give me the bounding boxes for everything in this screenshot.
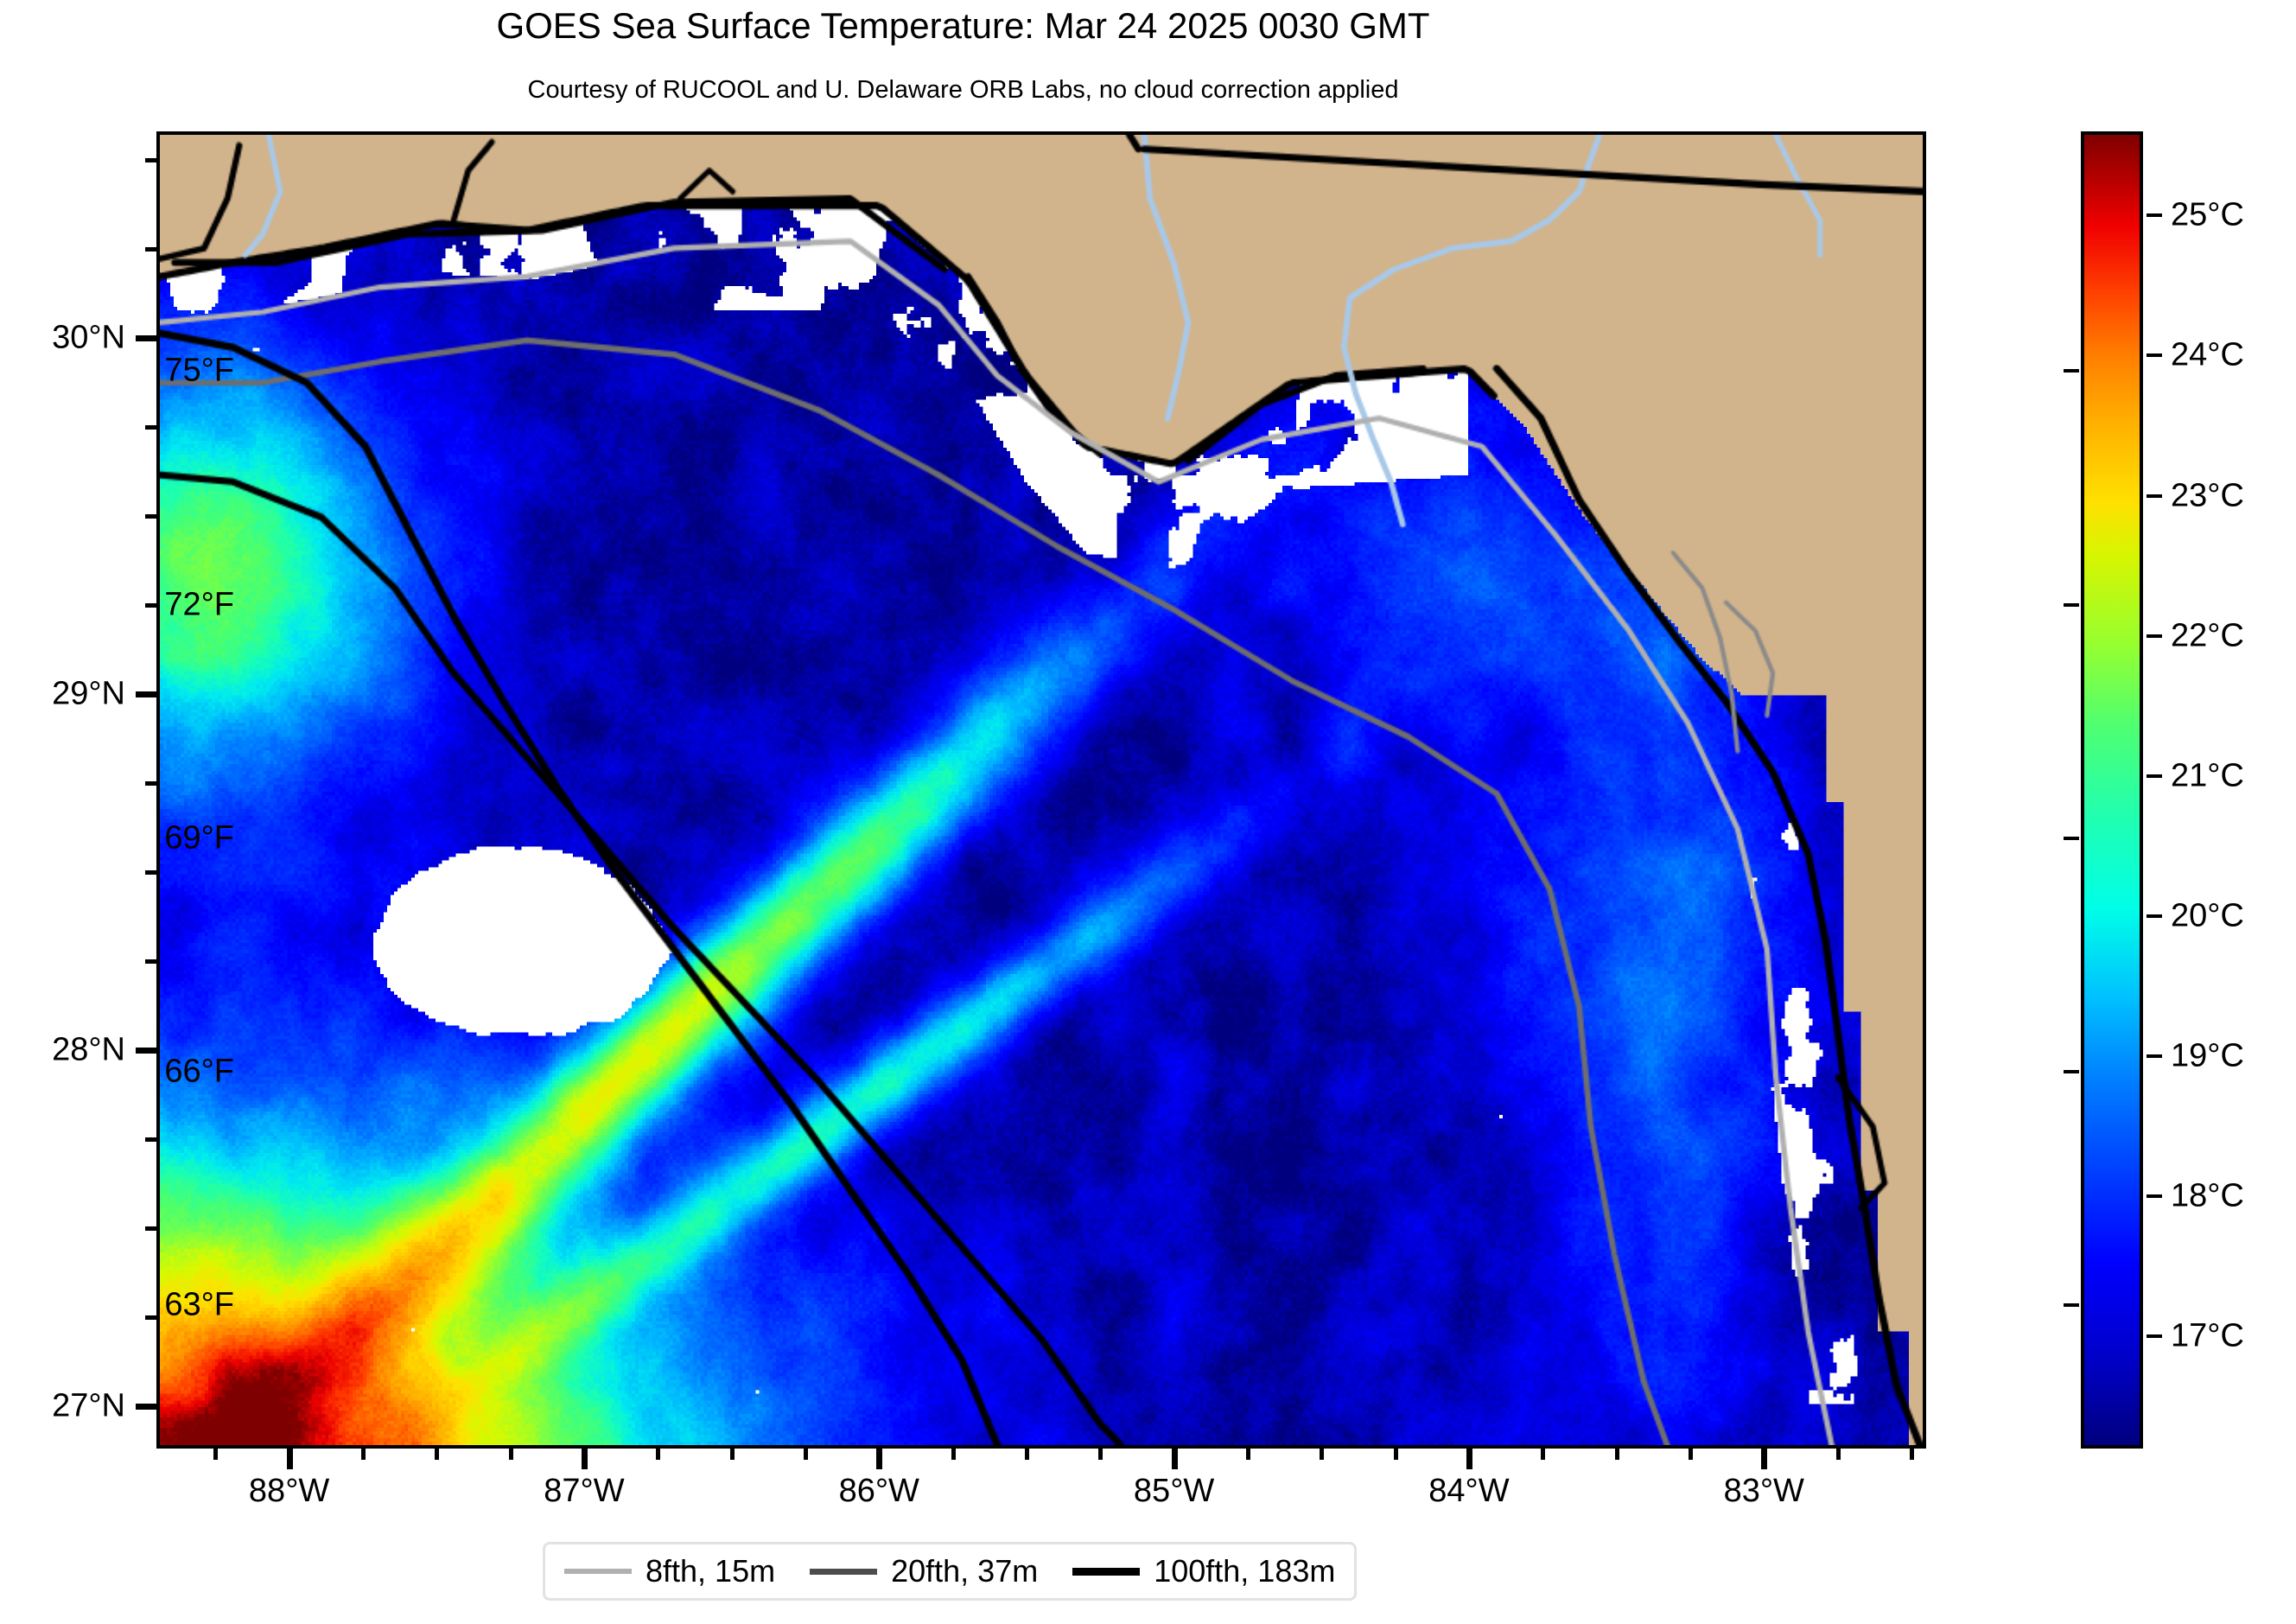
latitude-minor-tick — [145, 869, 156, 875]
colorbar-fahrenheit-label: 72°F — [164, 586, 234, 623]
longitude-tick-label: 85°W — [1133, 1473, 1215, 1509]
longitude-major-tick — [1171, 1449, 1178, 1469]
colorbar-fahrenheit-tick — [2064, 369, 2079, 373]
latitude-minor-tick — [145, 1137, 156, 1142]
longitude-minor-tick — [656, 1449, 661, 1460]
legend-item-label: 20fth, 37m — [891, 1553, 1039, 1589]
latitude-minor-tick — [145, 424, 156, 430]
colorbar-fahrenheit-tick — [2064, 836, 2079, 840]
colorbar-celsius-label: 21°C — [2171, 757, 2244, 794]
longitude-major-tick — [286, 1449, 293, 1469]
longitude-tick-label: 87°W — [544, 1473, 625, 1509]
latitude-minor-tick — [145, 157, 156, 162]
longitude-minor-tick — [1393, 1449, 1398, 1460]
latitude-minor-tick — [145, 602, 156, 608]
latitude-minor-tick — [145, 246, 156, 252]
latitude-minor-tick — [145, 513, 156, 519]
colorbar-fahrenheit-label: 63°F — [164, 1286, 234, 1323]
colorbar-celsius-label: 19°C — [2171, 1037, 2244, 1074]
longitude-minor-tick — [951, 1449, 956, 1460]
longitude-minor-tick — [1909, 1449, 1914, 1460]
longitude-tick-label: 84°W — [1428, 1473, 1510, 1509]
legend-item: 100fth, 183m — [1072, 1553, 1335, 1589]
depth-contour-legend: 8fth, 15m 20fth, 37m 100fth, 183m — [543, 1542, 1358, 1601]
longitude-major-tick — [1466, 1449, 1472, 1469]
colorbar-celsius-tick — [2147, 1054, 2162, 1059]
longitude-tick-label: 88°W — [248, 1473, 330, 1509]
colorbar-celsius-label: 23°C — [2171, 477, 2244, 514]
latitude-tick-label: 29°N — [52, 675, 125, 712]
colorbar-fahrenheit-label: 75°F — [164, 352, 234, 389]
longitude-minor-tick — [1688, 1449, 1693, 1460]
colorbar-gradient[interactable] — [2081, 131, 2143, 1449]
longitude-minor-tick — [1320, 1449, 1325, 1460]
page-subtitle: Courtesy of RUCOOL and U. Delaware ORB L… — [527, 76, 1399, 104]
sst-map-plot-area[interactable] — [156, 131, 1926, 1449]
latitude-major-tick — [136, 334, 156, 341]
latitude-minor-tick — [145, 780, 156, 786]
longitude-tick-label: 83°W — [1723, 1473, 1804, 1509]
colorbar-celsius-label: 25°C — [2171, 196, 2244, 233]
colorbar-celsius-tick — [2147, 634, 2162, 638]
colorbar-celsius-tick — [2147, 1194, 2162, 1199]
longitude-minor-tick — [1024, 1449, 1029, 1460]
colorbar-celsius-label: 22°C — [2171, 617, 2244, 654]
colorbar-celsius-label: 17°C — [2171, 1317, 2244, 1354]
page-title: GOES Sea Surface Temperature: Mar 24 202… — [496, 5, 1430, 46]
latitude-minor-tick — [145, 958, 156, 964]
longitude-minor-tick — [803, 1449, 808, 1460]
coastline-bathymetry-overlay — [160, 135, 1923, 1445]
longitude-minor-tick — [1835, 1449, 1841, 1460]
latitude-major-tick — [136, 1047, 156, 1054]
longitude-minor-tick — [435, 1449, 440, 1460]
colorbar-fahrenheit-tick — [2064, 1070, 2079, 1074]
colorbar-fahrenheit-label: 66°F — [164, 1053, 234, 1090]
colorbar-celsius-tick — [2147, 353, 2162, 358]
longitude-minor-tick — [213, 1449, 219, 1460]
longitude-major-tick — [876, 1449, 883, 1469]
latitude-minor-tick — [145, 1315, 156, 1320]
legend-item: 20fth, 37m — [810, 1553, 1038, 1589]
legend-item: 8fth, 15m — [564, 1553, 775, 1589]
longitude-minor-tick — [1541, 1449, 1546, 1460]
depth-contour-line-swatch — [1072, 1567, 1141, 1576]
depth-contour-line-swatch — [810, 1568, 878, 1575]
longitude-minor-tick — [360, 1449, 366, 1460]
colorbar-celsius-tick — [2147, 1334, 2162, 1339]
legend-item-label: 8fth, 15m — [646, 1553, 776, 1589]
longitude-major-tick — [581, 1449, 588, 1469]
colorbar-celsius-tick — [2147, 213, 2162, 218]
latitude-tick-label: 30°N — [52, 319, 125, 356]
longitude-minor-tick — [1098, 1449, 1103, 1460]
colorbar-fahrenheit-label: 69°F — [164, 819, 234, 857]
latitude-major-tick — [136, 1403, 156, 1410]
colorbar-celsius-label: 24°C — [2171, 336, 2244, 373]
colorbar-fahrenheit-tick — [2064, 602, 2079, 607]
colorbar-celsius-label: 18°C — [2171, 1177, 2244, 1214]
latitude-tick-label: 28°N — [52, 1031, 125, 1068]
longitude-minor-tick — [729, 1449, 735, 1460]
longitude-minor-tick — [1614, 1449, 1619, 1460]
colorbar-celsius-tick — [2147, 914, 2162, 918]
longitude-minor-tick — [1245, 1449, 1250, 1460]
colorbar-fahrenheit-tick — [2064, 1303, 2079, 1308]
latitude-major-tick — [136, 691, 156, 697]
colorbar-celsius-tick — [2147, 774, 2162, 778]
longitude-minor-tick — [508, 1449, 513, 1460]
latitude-tick-label: 27°N — [52, 1387, 125, 1424]
colorbar-celsius-tick — [2147, 494, 2162, 498]
longitude-tick-label: 86°W — [838, 1473, 919, 1509]
latitude-minor-tick — [145, 1226, 156, 1231]
colorbar-celsius-label: 20°C — [2171, 897, 2244, 934]
depth-contour-line-swatch — [564, 1569, 632, 1574]
longitude-major-tick — [1761, 1449, 1768, 1469]
legend-item-label: 100fth, 183m — [1154, 1553, 1336, 1589]
